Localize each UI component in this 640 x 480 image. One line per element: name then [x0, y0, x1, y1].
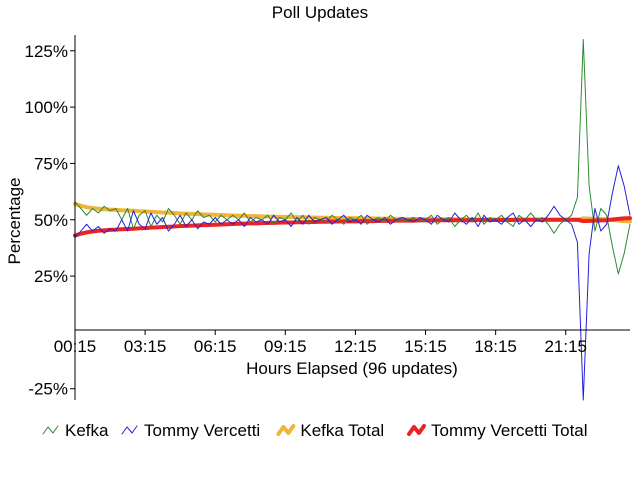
y-tick-group: -25% 25% 50% 75% 100% 125% [25, 42, 75, 399]
y-tick-label: 25% [34, 267, 68, 286]
x-tick-label: 18:15 [474, 337, 517, 356]
y-tick-label: 125% [25, 42, 68, 61]
legend-swatch-tommy-vercetti [121, 425, 138, 435]
x-tick-label: 00:15 [54, 337, 97, 356]
legend-label-tommy-vercetti: Tommy Vercetti [144, 421, 260, 440]
legend: Kefka Tommy Vercetti Kefka Total Tommy Verc… [42, 421, 588, 440]
series-line-tommy-vercetti [74, 165, 631, 401]
plot-area [73, 39, 632, 401]
legend-label-kefka-total: Kefka Total [300, 421, 384, 440]
legend-label-kefka: Kefka [65, 421, 109, 440]
legend-swatch-tommy-vercetti-total [407, 424, 426, 436]
y-tick-label: 100% [25, 98, 68, 117]
y-tick-label: -25% [28, 380, 68, 399]
chart-title: Poll Updates [272, 3, 368, 22]
y-axis-label: Percentage [5, 178, 24, 265]
y-tick-label: 75% [34, 154, 68, 173]
legend-swatch-kefka-total [276, 424, 296, 436]
x-tick-label: 06:15 [194, 337, 237, 356]
x-tick-label: 15:15 [404, 337, 447, 356]
x-tick-label: 12:15 [334, 337, 377, 356]
legend-label-tommy-vercetti-total: Tommy Vercetti Total [431, 421, 588, 440]
x-tick-label: 03:15 [124, 337, 167, 356]
x-tick-group: 00:15 03:15 06:15 09:15 12:15 15:15 18:15 21:15 [54, 330, 587, 356]
x-axis-label: Hours Elapsed (96 updates) [246, 359, 458, 378]
x-tick-label: 09:15 [264, 337, 307, 356]
y-tick-label: 50% [34, 211, 68, 230]
x-tick-label: 21:15 [544, 337, 587, 356]
series-line-kefka [74, 39, 631, 275]
legend-swatch-kefka [42, 425, 59, 435]
